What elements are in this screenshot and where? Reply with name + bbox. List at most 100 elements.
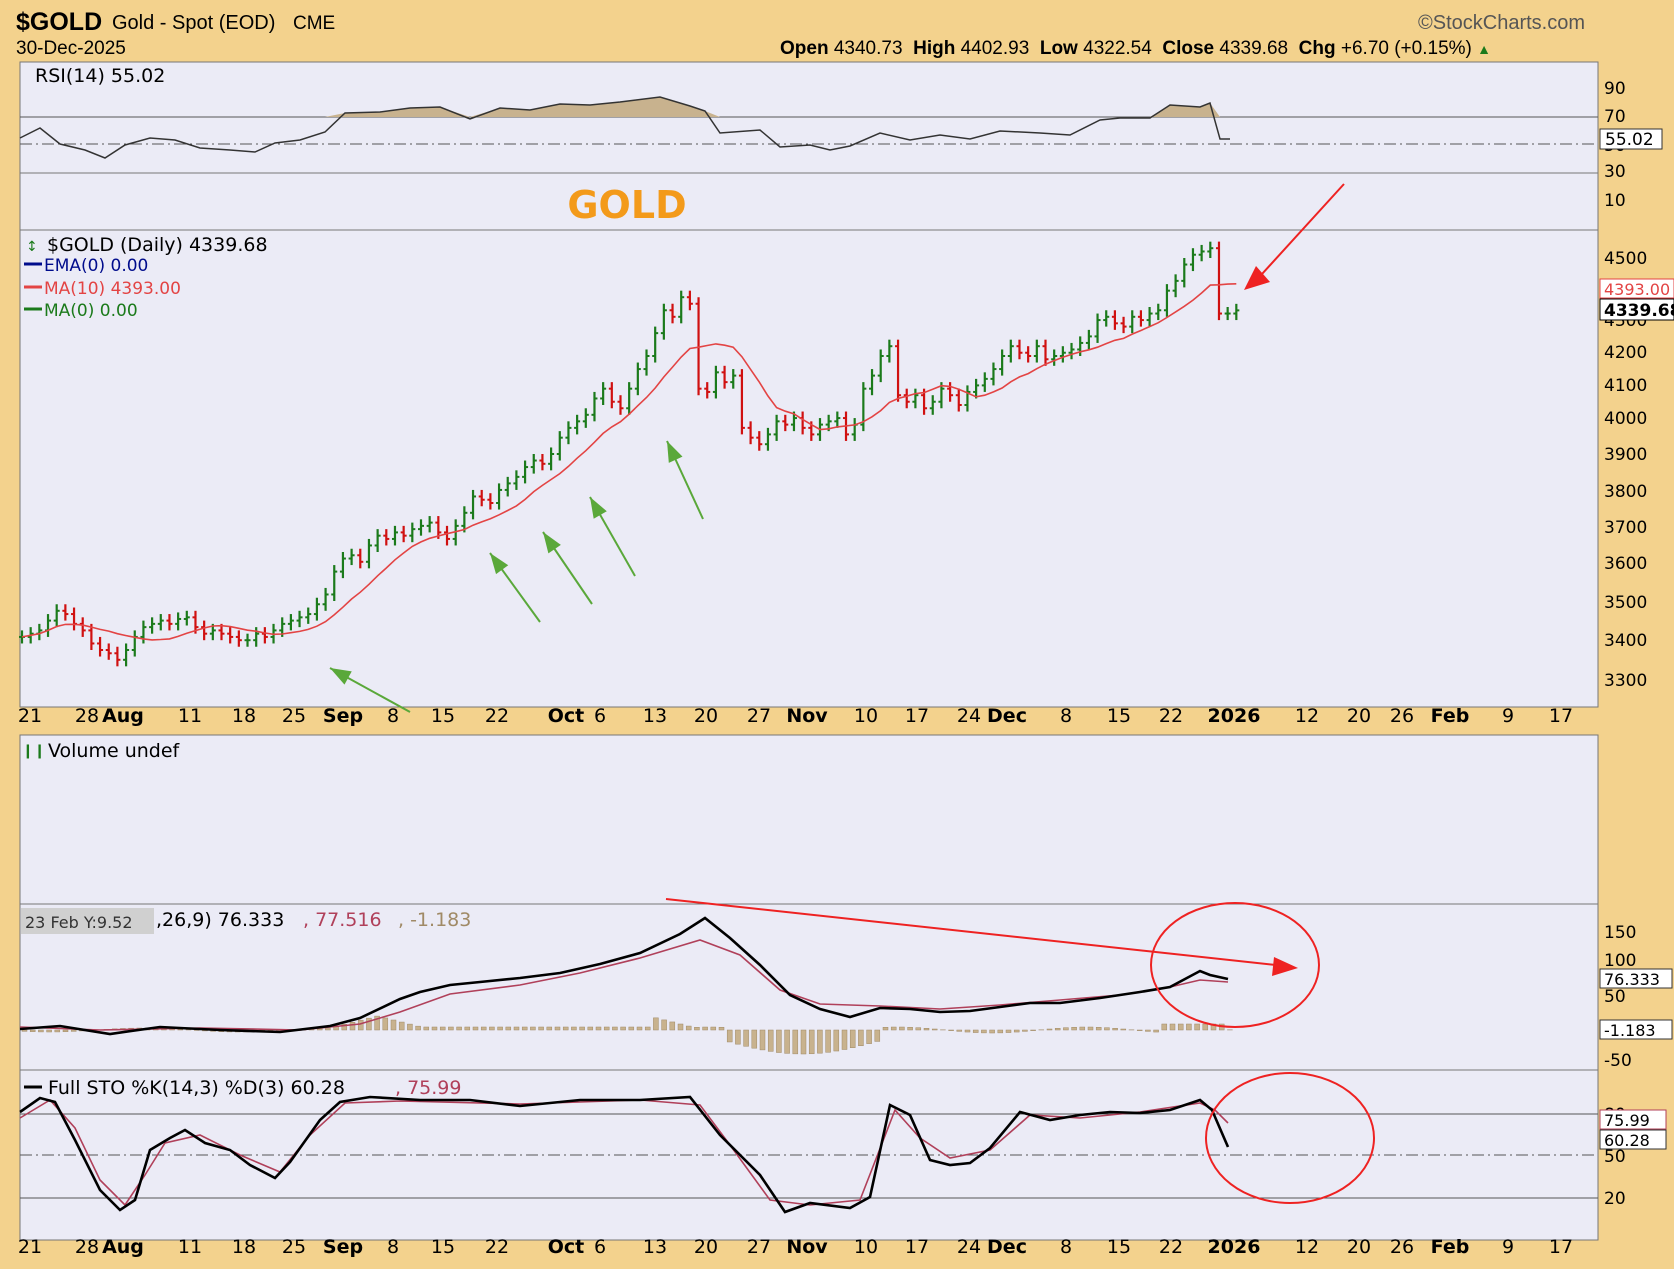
date-axis-label: Dec <box>987 705 1027 727</box>
macd-histogram-bar <box>1120 1028 1127 1031</box>
macd-histogram-bar <box>390 1019 397 1031</box>
macd-histogram-bar <box>587 1026 594 1031</box>
price-tick-label: 4000 <box>1604 409 1647 429</box>
macd-histogram-bar <box>595 1026 602 1031</box>
macd-histogram-bar <box>562 1026 569 1031</box>
macd-histogram-bar <box>628 1026 635 1031</box>
date-axis-label: 24 <box>957 705 981 727</box>
chg-value: +6.70 (+0.15%) <box>1340 38 1472 59</box>
date-axis-label: 8 <box>1060 705 1072 727</box>
price-tick-label: 3700 <box>1604 518 1647 538</box>
macd-legend: ,26,9) 76.333 <box>156 909 284 931</box>
macd-histogram-bar <box>1063 1027 1069 1031</box>
volume-legend: Volume undef <box>48 740 181 762</box>
macd-histogram-bar <box>1145 1029 1151 1032</box>
date-axis-label: 27 <box>747 1236 771 1258</box>
macd-histogram-bar <box>38 1029 44 1033</box>
sto-tick-label: 50 <box>1604 1147 1626 1167</box>
hist-badge-box <box>1599 1019 1673 1040</box>
chg-label: Chg <box>1298 38 1336 59</box>
ma-badge-box <box>1599 278 1674 299</box>
date-axis-label: 21 <box>18 705 42 727</box>
up-triangle-icon: ▲ <box>1477 41 1491 57</box>
volume-icon: ❙❙ <box>22 743 45 759</box>
macd-histogram-bar <box>1087 1026 1094 1031</box>
macd-histogram-bar <box>620 1026 626 1031</box>
macd-histogram-bar <box>833 1029 840 1052</box>
macd-histogram-bar <box>366 1017 372 1031</box>
date-axis-label: 9 <box>1502 705 1514 727</box>
macd-histogram-bar <box>1186 1023 1192 1031</box>
date-axis-label: 17 <box>905 705 929 727</box>
date-axis-label: Sep <box>323 705 363 727</box>
date-axis-label: 6 <box>594 705 606 727</box>
macd-histogram-bar <box>1202 1023 1209 1031</box>
macd-histogram-bar <box>685 1025 692 1031</box>
macd-histogram-bar <box>538 1026 544 1031</box>
sto-legend: Full STO %K(14,3) %D(3) 60.28 <box>48 1077 345 1099</box>
sto-k-badge-box <box>1599 1129 1667 1150</box>
macd-histogram-bar <box>866 1029 872 1044</box>
date-axis-label: 6 <box>594 1236 606 1258</box>
date-axis-label: 21 <box>18 1236 42 1258</box>
macd-histogram-bar <box>472 1026 479 1031</box>
macd-histogram-bar <box>489 1026 495 1031</box>
macd-histogram-bar <box>1210 1023 1217 1031</box>
macd-histogram-bar <box>415 1025 421 1031</box>
price-tick-label: 3800 <box>1604 482 1647 502</box>
macd-histogram-bar <box>62 1029 69 1032</box>
macd-histogram-bar <box>521 1026 528 1031</box>
rsi-value-badge-box <box>1599 128 1663 150</box>
date-axis-label: Sep <box>323 1236 363 1258</box>
open-value: 4340.73 <box>833 38 903 59</box>
macd-histogram-bar <box>1030 1029 1036 1031</box>
macd-histogram-bar <box>718 1026 725 1031</box>
macd-histogram-bar <box>1177 1023 1184 1031</box>
date-axis-label: 11 <box>178 705 202 727</box>
date-axis-label: 8 <box>387 705 399 727</box>
price-tick-label: 4200 <box>1604 343 1647 363</box>
date-axis-label: 15 <box>431 1236 455 1258</box>
rsi-overbought-fill <box>325 97 1220 117</box>
sto-circle <box>1205 1072 1375 1204</box>
macd-histogram-bar <box>923 1028 930 1031</box>
date-axis-label: 20 <box>694 1236 718 1258</box>
macd-histogram-bar <box>899 1026 905 1031</box>
macd-histogram-bar <box>579 1026 585 1031</box>
price-bars-icon: ↕ <box>26 239 38 255</box>
date-axis-label: 22 <box>1159 705 1183 727</box>
date-axis-label: 2026 <box>1208 705 1261 727</box>
high-value: 4402.93 <box>960 38 1030 59</box>
ema-legend: EMA(0) 0.00 <box>44 256 148 276</box>
macd-histogram-bar <box>776 1029 782 1053</box>
macd-histogram-bar <box>1071 1026 1077 1031</box>
gold-annotation: GOLD <box>567 183 686 227</box>
divergence-circle <box>1150 902 1320 1028</box>
date-axis-label: 26 <box>1390 1236 1414 1258</box>
macd-hist-legend: , -1.183 <box>398 909 471 931</box>
macd-histogram-bar <box>735 1029 741 1045</box>
macd-histogram-bar <box>439 1026 446 1031</box>
macd-histogram-bar <box>907 1026 913 1031</box>
macd-histogram-bar <box>325 1027 331 1031</box>
price-tick-label: 3400 <box>1604 631 1647 651</box>
macd-histogram-bar <box>817 1029 823 1054</box>
macd-signal-legend: , 77.516 <box>303 909 382 931</box>
sto-d-badge: 75.99 <box>1604 1111 1650 1130</box>
hist-badge: -1.183 <box>1604 1021 1656 1040</box>
price-tick-label: 4100 <box>1604 376 1647 396</box>
date-axis-label: Oct <box>548 1236 585 1258</box>
date-axis-label: Feb <box>1431 705 1470 727</box>
date-axis-label: 17 <box>1549 1236 1573 1258</box>
price-tick-label: 3500 <box>1604 593 1647 613</box>
macd-histogram-bar <box>661 1019 667 1031</box>
macd-histogram-bar <box>1013 1029 1020 1033</box>
price-tick-label: 3600 <box>1604 554 1647 574</box>
macd-histogram-bar <box>341 1024 348 1031</box>
ma0-legend: MA(0) 0.00 <box>44 301 138 321</box>
macd-histogram-bar <box>456 1026 462 1031</box>
macd-tick-label: -50 <box>1604 1051 1632 1071</box>
sell-signal-arrow <box>1251 183 1345 286</box>
date-axis-label: 20 <box>1347 1236 1371 1258</box>
